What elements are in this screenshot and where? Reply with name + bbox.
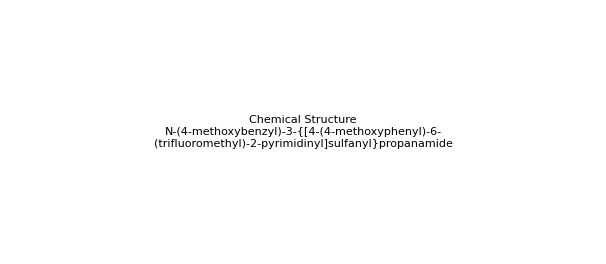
Text: Chemical Structure
N-(4-methoxybenzyl)-3-{[4-(4-methoxyphenyl)-6-
(trifluorometh: Chemical Structure N-(4-methoxybenzyl)-3… [153,115,453,149]
